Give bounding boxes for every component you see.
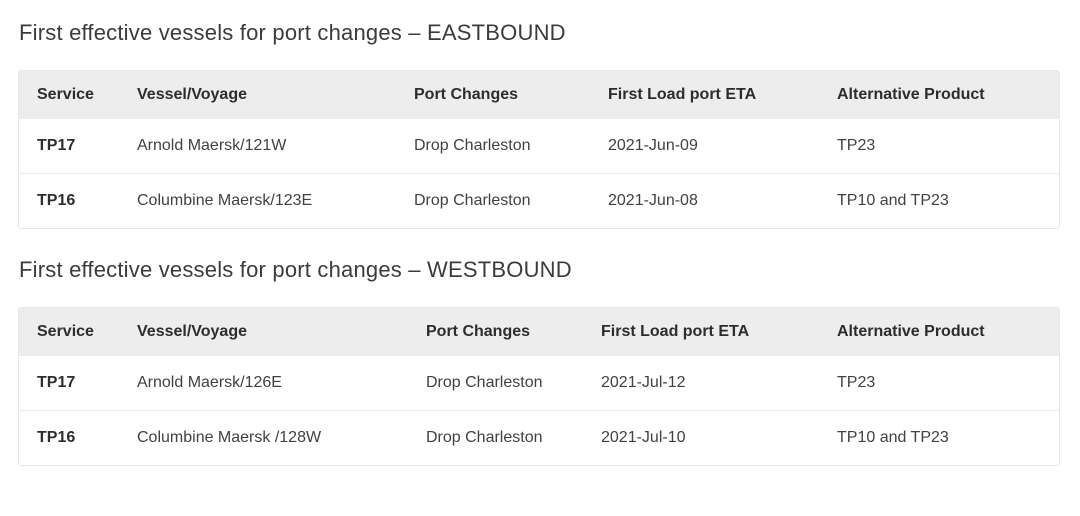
cell-first-load-port-eta: 2021-Jun-09 xyxy=(590,119,819,173)
table-row: TP16 Columbine Maersk/123E Drop Charlest… xyxy=(19,173,1059,228)
column-header-port-changes: Port Changes xyxy=(408,308,583,356)
cell-vessel-voyage: Arnold Maersk/121W xyxy=(119,119,396,173)
cell-alternative-product: TP10 and TP23 xyxy=(819,173,1059,228)
cell-service: TP16 xyxy=(19,173,119,228)
westbound-table-body: TP17 Arnold Maersk/126E Drop Charleston … xyxy=(19,356,1059,465)
eastbound-heading: First effective vessels for port changes… xyxy=(19,20,566,45)
cell-service: TP17 xyxy=(19,356,119,410)
westbound-table: Service Vessel/Voyage Port Changes First… xyxy=(18,307,1060,466)
column-header-port-changes: Port Changes xyxy=(396,71,590,119)
cell-port-changes: Drop Charleston xyxy=(396,173,590,228)
eastbound-table-header: Service Vessel/Voyage Port Changes First… xyxy=(19,71,1059,119)
column-header-service: Service xyxy=(19,71,119,119)
eastbound-table-body: TP17 Arnold Maersk/121W Drop Charleston … xyxy=(19,119,1059,228)
header-row: Service Vessel/Voyage Port Changes First… xyxy=(19,71,1059,119)
table-row: TP16 Columbine Maersk /128W Drop Charles… xyxy=(19,410,1059,465)
column-header-vessel-voyage: Vessel/Voyage xyxy=(119,71,396,119)
cell-vessel-voyage: Columbine Maersk /128W xyxy=(119,410,408,465)
column-header-alternative-product: Alternative Product xyxy=(819,308,1059,356)
cell-vessel-voyage: Columbine Maersk/123E xyxy=(119,173,396,228)
cell-alternative-product: TP10 and TP23 xyxy=(819,410,1059,465)
westbound-heading: First effective vessels for port changes… xyxy=(19,257,572,282)
cell-port-changes: Drop Charleston xyxy=(396,119,590,173)
cell-service: TP17 xyxy=(19,119,119,173)
cell-first-load-port-eta: 2021-Jul-12 xyxy=(583,356,819,410)
cell-alternative-product: TP23 xyxy=(819,119,1059,173)
column-header-vessel-voyage: Vessel/Voyage xyxy=(119,308,408,356)
cell-port-changes: Drop Charleston xyxy=(408,410,583,465)
eastbound-table: Service Vessel/Voyage Port Changes First… xyxy=(18,70,1060,229)
cell-vessel-voyage: Arnold Maersk/126E xyxy=(119,356,408,410)
column-header-alternative-product: Alternative Product xyxy=(819,71,1059,119)
westbound-section: First effective vessels for port changes… xyxy=(18,257,1060,466)
column-header-first-load-port-eta: First Load port ETA xyxy=(590,71,819,119)
column-header-first-load-port-eta: First Load port ETA xyxy=(583,308,819,356)
cell-port-changes: Drop Charleston xyxy=(408,356,583,410)
table-row: TP17 Arnold Maersk/126E Drop Charleston … xyxy=(19,356,1059,410)
cell-first-load-port-eta: 2021-Jul-10 xyxy=(583,410,819,465)
cell-first-load-port-eta: 2021-Jun-08 xyxy=(590,173,819,228)
eastbound-section: First effective vessels for port changes… xyxy=(18,20,1060,229)
table-row: TP17 Arnold Maersk/121W Drop Charleston … xyxy=(19,119,1059,173)
header-row: Service Vessel/Voyage Port Changes First… xyxy=(19,308,1059,356)
column-header-service: Service xyxy=(19,308,119,356)
cell-alternative-product: TP23 xyxy=(819,356,1059,410)
westbound-table-header: Service Vessel/Voyage Port Changes First… xyxy=(19,308,1059,356)
cell-service: TP16 xyxy=(19,410,119,465)
